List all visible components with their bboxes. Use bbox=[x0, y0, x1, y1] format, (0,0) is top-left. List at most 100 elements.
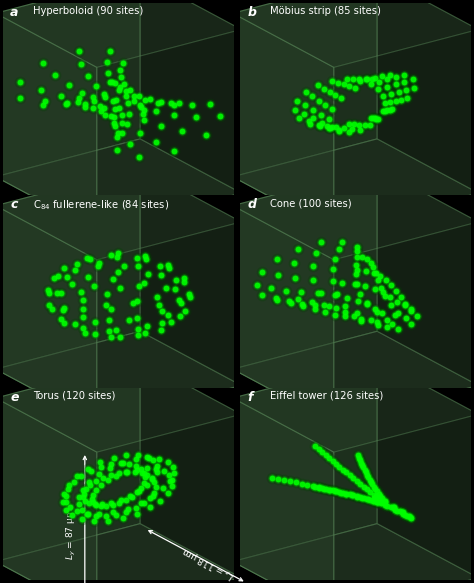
Point bbox=[381, 500, 388, 510]
Point bbox=[107, 251, 115, 260]
Point bbox=[150, 456, 157, 465]
Point bbox=[403, 511, 410, 520]
Point bbox=[63, 272, 70, 282]
Point bbox=[328, 105, 336, 114]
Point bbox=[171, 101, 178, 110]
Point bbox=[386, 105, 393, 114]
Point bbox=[364, 75, 371, 84]
Point bbox=[116, 332, 124, 342]
Point bbox=[141, 96, 149, 105]
Point bbox=[374, 276, 382, 285]
Point bbox=[217, 112, 224, 121]
Point bbox=[352, 269, 359, 278]
Point bbox=[406, 512, 414, 522]
Point bbox=[367, 487, 374, 497]
Point bbox=[350, 311, 357, 320]
Point bbox=[319, 118, 326, 128]
Point bbox=[383, 316, 391, 325]
Point bbox=[352, 260, 360, 269]
Point bbox=[157, 121, 165, 130]
Point bbox=[206, 99, 213, 108]
Point bbox=[118, 110, 126, 120]
Point bbox=[356, 125, 364, 135]
Point bbox=[356, 453, 363, 462]
Point bbox=[16, 77, 24, 86]
Point bbox=[87, 466, 94, 475]
Point bbox=[356, 76, 364, 85]
Point bbox=[393, 506, 401, 515]
Point bbox=[117, 72, 124, 82]
Point bbox=[351, 279, 358, 289]
Point bbox=[368, 75, 376, 84]
Point bbox=[309, 275, 317, 285]
Point bbox=[364, 495, 371, 504]
Point bbox=[387, 300, 394, 310]
Point bbox=[370, 490, 378, 500]
Point bbox=[192, 112, 200, 121]
Point bbox=[294, 244, 301, 253]
Point bbox=[336, 462, 343, 471]
Point bbox=[116, 332, 124, 342]
Point bbox=[356, 492, 364, 501]
Point bbox=[150, 491, 157, 501]
Point bbox=[91, 317, 99, 326]
Point bbox=[410, 83, 418, 93]
Point bbox=[116, 332, 124, 342]
Point bbox=[365, 473, 372, 482]
Point bbox=[311, 441, 319, 451]
Point bbox=[102, 501, 110, 511]
Point bbox=[85, 498, 93, 508]
Point bbox=[380, 498, 388, 508]
Point bbox=[378, 309, 386, 318]
Point bbox=[82, 496, 89, 505]
Point bbox=[132, 461, 140, 470]
Point bbox=[150, 456, 157, 465]
Point bbox=[84, 71, 91, 80]
Point bbox=[137, 103, 145, 112]
Point bbox=[291, 105, 298, 114]
Point bbox=[377, 498, 384, 508]
Point bbox=[413, 311, 421, 321]
Point bbox=[127, 491, 134, 501]
Point bbox=[402, 313, 410, 322]
Point bbox=[338, 237, 346, 247]
Point bbox=[339, 488, 346, 497]
Point bbox=[82, 102, 89, 111]
Point bbox=[373, 307, 381, 317]
Point bbox=[140, 278, 148, 287]
Point bbox=[146, 503, 154, 512]
Point bbox=[297, 288, 305, 297]
Point bbox=[165, 470, 173, 479]
Point bbox=[107, 46, 114, 55]
Point bbox=[341, 301, 348, 310]
Point bbox=[369, 114, 377, 123]
Point bbox=[343, 489, 350, 498]
Point bbox=[361, 120, 369, 129]
Point bbox=[167, 318, 174, 327]
Point bbox=[355, 451, 362, 460]
Point bbox=[143, 480, 150, 490]
Point bbox=[92, 500, 100, 509]
Point bbox=[358, 252, 366, 262]
Point bbox=[58, 314, 65, 323]
Point bbox=[321, 300, 328, 310]
Point bbox=[332, 304, 339, 313]
Point bbox=[374, 498, 381, 507]
Point bbox=[337, 93, 345, 103]
Point bbox=[79, 312, 87, 322]
Point bbox=[79, 304, 87, 313]
Point bbox=[373, 317, 381, 326]
Point bbox=[106, 326, 113, 336]
Point bbox=[335, 245, 343, 254]
Point bbox=[285, 296, 293, 305]
Point bbox=[112, 511, 120, 520]
Point bbox=[386, 97, 394, 107]
Point bbox=[78, 59, 85, 69]
Point bbox=[328, 456, 336, 465]
Text: e: e bbox=[10, 391, 18, 403]
Point bbox=[393, 506, 401, 515]
Point bbox=[372, 269, 379, 278]
Point bbox=[109, 77, 116, 86]
Point bbox=[48, 305, 56, 314]
Point bbox=[386, 97, 394, 107]
